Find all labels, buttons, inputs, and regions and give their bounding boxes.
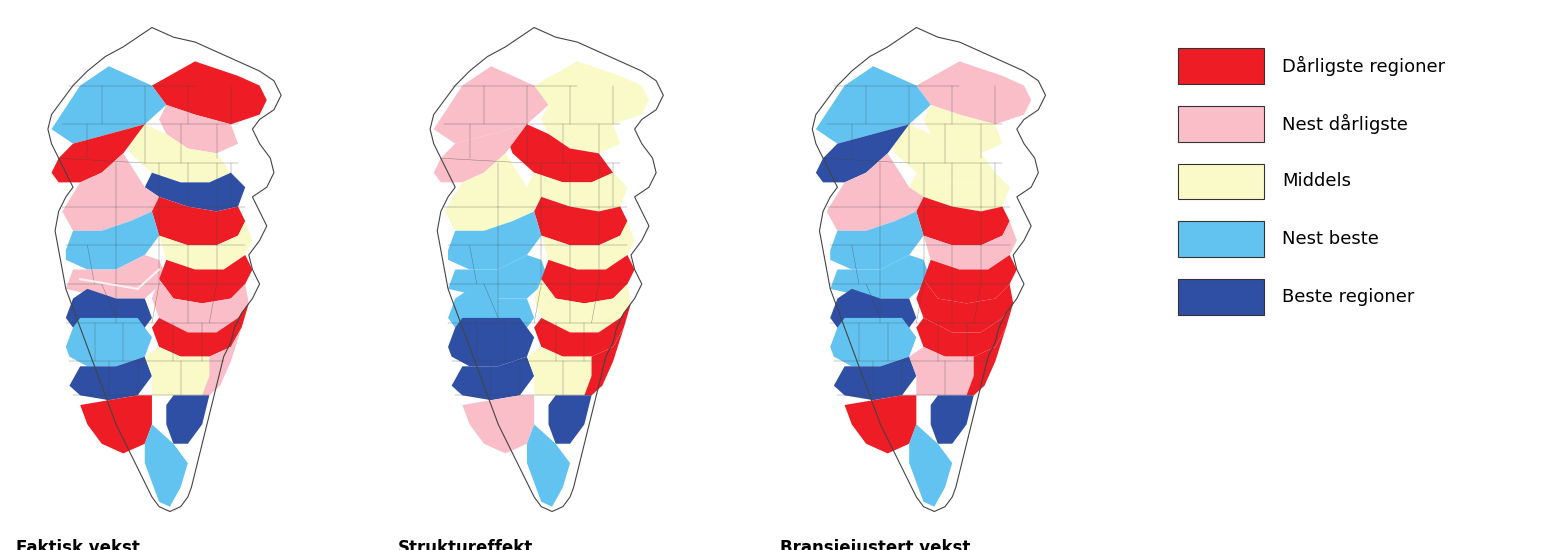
Polygon shape [534,197,627,245]
Polygon shape [541,255,635,304]
Polygon shape [448,255,549,299]
Polygon shape [549,395,591,444]
Polygon shape [159,255,253,304]
Text: Nest dårligste: Nest dårligste [1282,114,1409,134]
Polygon shape [916,197,1009,245]
Polygon shape [534,304,632,356]
Polygon shape [145,173,245,211]
Polygon shape [434,66,549,144]
Polygon shape [151,62,267,124]
Polygon shape [816,66,931,144]
Polygon shape [541,105,621,153]
Polygon shape [931,395,973,444]
Polygon shape [534,62,649,124]
Polygon shape [159,105,239,153]
Polygon shape [462,395,534,453]
Polygon shape [448,318,534,366]
FancyBboxPatch shape [1178,222,1264,257]
Polygon shape [69,356,151,400]
FancyBboxPatch shape [1178,279,1264,315]
Polygon shape [66,255,167,299]
Polygon shape [448,211,541,270]
Polygon shape [816,124,909,183]
Polygon shape [916,62,1031,124]
Polygon shape [80,395,151,453]
Polygon shape [66,211,159,270]
Text: Dårligste regioner: Dårligste regioner [1282,56,1446,76]
Polygon shape [585,328,624,395]
Polygon shape [431,28,663,512]
Polygon shape [827,153,924,231]
Polygon shape [830,289,916,342]
Polygon shape [541,221,635,270]
Polygon shape [924,105,1003,153]
Polygon shape [844,395,916,453]
Polygon shape [434,124,527,183]
Polygon shape [51,124,145,183]
FancyBboxPatch shape [1178,48,1264,84]
Polygon shape [830,211,924,270]
Text: Nest beste: Nest beste [1282,230,1379,248]
Polygon shape [66,318,151,366]
Polygon shape [830,318,916,366]
Polygon shape [145,347,217,395]
Polygon shape [452,356,534,400]
Polygon shape [909,425,952,507]
Polygon shape [909,347,981,395]
Polygon shape [924,221,1017,270]
Text: Struktureffekt: Struktureffekt [398,539,534,550]
Polygon shape [888,124,995,183]
Polygon shape [830,255,931,299]
Polygon shape [813,28,1045,512]
Polygon shape [448,289,534,342]
Polygon shape [445,153,541,231]
Polygon shape [833,356,916,400]
Polygon shape [909,173,1009,211]
Polygon shape [151,304,250,356]
Polygon shape [924,255,1017,304]
FancyBboxPatch shape [1178,163,1264,199]
Text: Bransjejustert vekst: Bransjejustert vekst [780,539,970,550]
Text: Faktisk vekst: Faktisk vekst [16,539,139,550]
Polygon shape [534,279,632,332]
Polygon shape [145,425,187,507]
Polygon shape [527,347,599,395]
Polygon shape [203,328,242,395]
Polygon shape [66,289,151,342]
Polygon shape [151,279,250,332]
Polygon shape [48,28,281,512]
Polygon shape [123,124,231,183]
Polygon shape [527,173,627,211]
Polygon shape [51,66,167,144]
Polygon shape [167,395,209,444]
Polygon shape [151,197,245,245]
Text: Middels: Middels [1282,173,1351,190]
Polygon shape [967,328,1006,395]
FancyBboxPatch shape [1178,106,1264,141]
Polygon shape [505,124,613,183]
Polygon shape [527,425,569,507]
Text: Beste regioner: Beste regioner [1282,288,1415,306]
Polygon shape [62,153,159,231]
Polygon shape [159,221,253,270]
Polygon shape [916,304,1014,356]
Polygon shape [916,279,1014,332]
